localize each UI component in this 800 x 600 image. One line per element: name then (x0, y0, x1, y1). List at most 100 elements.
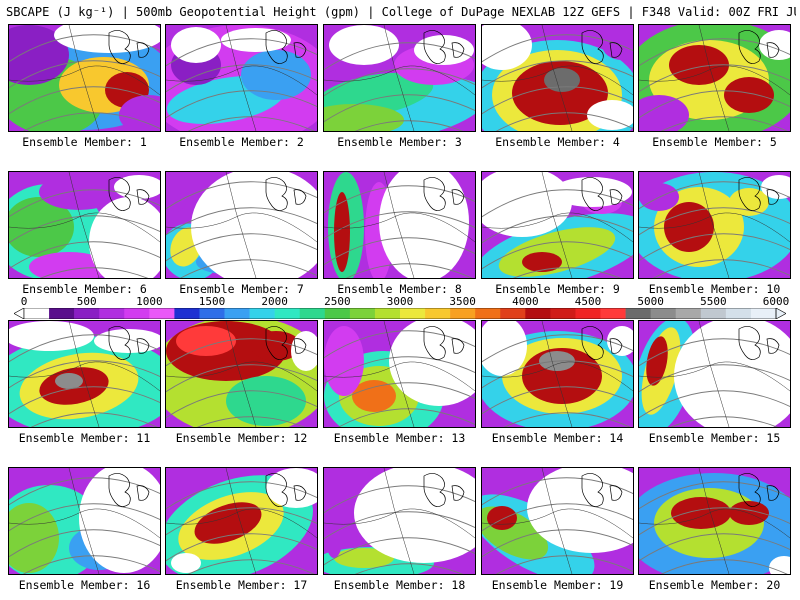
height-contour-line (482, 215, 633, 244)
ensemble-member-label: Ensemble Member: 19 (491, 578, 624, 592)
height-contour-line (9, 529, 160, 558)
great-lakes-outline (108, 177, 150, 211)
cape-contour-region (669, 45, 729, 85)
height-contour-line (639, 181, 790, 210)
colorbar-tick-label: 6000 (762, 295, 790, 308)
colorbar-swatch (650, 308, 677, 319)
height-contour-line (166, 533, 317, 562)
cape-map-panel (638, 171, 791, 279)
ensemble-member-label: Ensemble Member: 13 (333, 431, 466, 445)
great-lakes-outline (581, 473, 623, 507)
colorbar-swatch (199, 308, 225, 319)
height-contour-line (187, 116, 315, 131)
state-border-lines (324, 25, 475, 131)
low-cape-region (674, 321, 790, 427)
great-lakes-outline (738, 177, 780, 211)
state-border-lines (9, 172, 160, 278)
low-cape-region (54, 25, 160, 53)
height-contour-line (30, 412, 158, 427)
cape-contour-region (251, 331, 301, 361)
cape-contour-region (176, 326, 236, 356)
height-contour-line (324, 382, 475, 411)
cape-contour-region (602, 30, 633, 60)
cape-contour-region (29, 252, 109, 278)
colorbar-tick-label: 2000 (261, 295, 288, 308)
low-cape-region (769, 556, 790, 574)
great-lakes-outline (108, 30, 150, 64)
cape-map-panel (481, 320, 634, 428)
colorbar-bar (14, 308, 786, 319)
great-lakes-outline (265, 30, 307, 64)
height-contour-line (196, 416, 306, 427)
low-cape-region (759, 30, 790, 60)
height-contour-line (345, 263, 473, 278)
ensemble-member-label: Ensemble Member: 5 (652, 135, 777, 149)
cape-map (166, 25, 317, 131)
height-contour-line (187, 559, 315, 574)
height-contour-line (9, 215, 160, 244)
height-contour-line (166, 64, 317, 93)
height-contour-line (639, 207, 790, 236)
height-contour-line (9, 34, 160, 63)
height-contour-line (482, 189, 633, 218)
low-cape-region (291, 331, 317, 371)
colorbar: 0 500 1000 1500 2000 2500 3000 3500 4000 4500 5000… (14, 295, 790, 320)
ensemble-member-label: Ensemble Member: 1 (22, 135, 147, 149)
cape-contour-region (487, 506, 517, 530)
height-contour-line (324, 511, 475, 540)
height-contour-line (660, 116, 788, 131)
state-border-lines (324, 321, 475, 427)
cape-map-panel (165, 171, 318, 279)
height-contour-line (337, 408, 475, 427)
height-contour-line (324, 330, 475, 359)
colorbar-swatch (349, 308, 376, 319)
cape-map (166, 321, 317, 427)
cape-map-panel (323, 24, 476, 132)
colorbar-swatch (74, 308, 100, 319)
height-contour-line (9, 189, 160, 218)
cape-map-panel (481, 171, 634, 279)
state-border-lines (166, 25, 317, 131)
colorbar-swatch (450, 308, 476, 319)
height-contour-line (9, 386, 160, 415)
cape-contour-region (39, 174, 119, 210)
height-contour-line (660, 559, 788, 574)
cape-contour-region (324, 326, 364, 396)
cape-map (639, 172, 790, 278)
height-contour-line (166, 507, 317, 536)
ensemble-member-label: Ensemble Member: 9 (495, 282, 620, 296)
height-contour-line (166, 390, 317, 419)
great-lakes-outline (265, 177, 307, 211)
colorbar-tick-label: 5000 (637, 295, 664, 308)
ensemble-member-label: Ensemble Member: 20 (648, 578, 781, 592)
height-contour-line (22, 555, 160, 574)
low-cape-region (89, 197, 160, 278)
height-contour-line (9, 503, 160, 532)
colorbar-tick-labels: 0 500 1000 1500 2000 2500 3000 3500 4000 4500 5000… (14, 295, 790, 308)
height-contour-line (9, 477, 160, 506)
cape-map (9, 468, 160, 574)
colorbar-tick-label: 3500 (449, 295, 476, 308)
colorbar-tick-label: 1500 (198, 295, 226, 308)
state-border-lines (9, 321, 160, 427)
low-cape-region (389, 321, 475, 406)
cape-contour-region (324, 498, 344, 558)
colorbar-swatch (374, 308, 401, 319)
height-contour-line (639, 233, 790, 262)
state-border-lines (9, 25, 160, 131)
cape-map-panel (8, 24, 161, 132)
cape-map (482, 172, 633, 278)
colorbar-tick-label: 4500 (574, 295, 602, 308)
low-cape-region (79, 468, 160, 573)
ensemble-member-label: Ensemble Member: 8 (337, 282, 462, 296)
cape-contour-region (352, 380, 396, 412)
ensemble-member-label: Ensemble Member: 7 (179, 282, 304, 296)
state-border-lines (639, 25, 790, 131)
colorbar-max-arrow (775, 308, 786, 319)
colorbar-swatch (625, 308, 651, 319)
cape-map-panel (638, 320, 791, 428)
low-cape-region (171, 27, 221, 63)
state-border-lines (482, 172, 633, 278)
cape-map-panel (323, 320, 476, 428)
height-contour-line (166, 233, 317, 262)
